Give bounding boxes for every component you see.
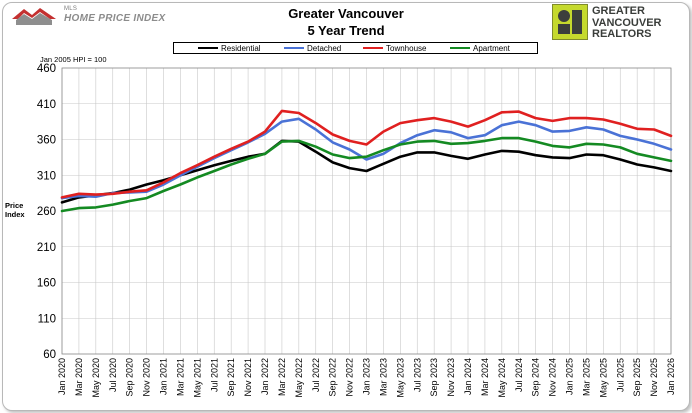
x-tick-label: Jan 2024: [463, 358, 473, 395]
x-tick-label: Jul 2022: [311, 358, 321, 392]
gvr-line1: GREATER: [592, 5, 645, 17]
legend-item-apartment: Apartment: [450, 43, 510, 53]
legend-label-apartment: Apartment: [473, 43, 510, 53]
gvr-logo: GREATER VANCOUVER REALTORS: [552, 4, 684, 40]
base-note: Jan 2005 HPI = 100: [40, 55, 107, 64]
x-tick-label: May 2023: [395, 358, 405, 398]
series-line-residential: [60, 139, 673, 204]
legend-item-detached: Detached: [284, 43, 341, 53]
y-tick-label: 210: [37, 242, 56, 254]
x-tick-label: Jan 2025: [565, 358, 575, 395]
y-axis-label: Price Index: [5, 201, 25, 219]
legend-swatch-detached: [284, 46, 304, 50]
legend-swatch-townhouse: [363, 46, 383, 50]
chart-legend: Residential Detached Townhouse Apartment: [173, 42, 538, 54]
x-tick-label: Sep 2021: [226, 358, 236, 397]
y-tick-label: 460: [37, 63, 56, 75]
chart-title-line2: 5 Year Trend: [307, 23, 385, 38]
x-tick-label: Jul 2023: [412, 358, 422, 392]
x-tick-label: Jan 2023: [362, 358, 372, 395]
logo-title-text: HOME PRICE INDEX: [64, 13, 166, 24]
gvr-logo-mark-icon: [552, 4, 588, 40]
y-tick-label: 160: [37, 278, 56, 290]
y-tick-label: 310: [37, 170, 56, 182]
x-tick-label: Mar 2021: [175, 358, 185, 396]
x-tick-label: Nov 2023: [446, 358, 456, 397]
x-tick-label: Jul 2025: [615, 358, 625, 392]
legend-item-residential: Residential: [198, 43, 261, 53]
x-tick-label: Sep 2024: [531, 358, 541, 397]
legend-swatch-apartment: [450, 46, 470, 50]
series-line-apartment: [60, 136, 673, 213]
x-tick-label: Jul 2021: [209, 358, 219, 392]
gvr-line2: VANCOUVER: [592, 16, 662, 29]
legend-swatch-residential: [198, 46, 218, 50]
legend-label-residential: Residential: [221, 43, 261, 53]
mls-hpi-logo: MLS HOME PRICE INDEX: [10, 5, 165, 27]
x-tick-label: Nov 2022: [345, 358, 355, 397]
x-tick-label: Nov 2024: [548, 358, 558, 397]
x-tick-label: Sep 2023: [429, 358, 439, 397]
chart-title: Greater Vancouver 5 Year Trend: [246, 5, 446, 39]
y-tick-label: 110: [38, 313, 56, 325]
house-icon: [12, 8, 56, 25]
x-tick-label: Sep 2025: [632, 358, 642, 397]
x-tick-label: Jan 2020: [57, 358, 67, 395]
x-tick-label: Mar 2020: [74, 358, 84, 396]
x-tick-label: May 2020: [91, 358, 101, 398]
x-tick-label: Jul 2020: [108, 358, 118, 392]
x-tick-label: Jan 2021: [159, 358, 169, 395]
x-tick-label: Nov 2020: [142, 358, 152, 397]
x-tick-label: May 2024: [497, 358, 507, 398]
x-tick-label: Jan 2022: [260, 358, 270, 395]
y-tick-label: 260: [37, 206, 56, 218]
series-line-detached: [60, 117, 673, 200]
y-tick-label: 60: [43, 349, 56, 361]
x-tick-label: Mar 2025: [581, 358, 591, 396]
x-tick-label: May 2025: [598, 358, 608, 398]
x-tick-label: Nov 2025: [649, 358, 659, 397]
y-tick-label: 410: [37, 99, 56, 111]
gvr-logo-text: GREATER VANCOUVER REALTORS: [592, 5, 662, 41]
gvr-mark-shape: [558, 10, 582, 34]
legend-label-detached: Detached: [307, 43, 342, 53]
y-tick-label: 360: [37, 135, 56, 147]
x-tick-label: Nov 2021: [243, 358, 253, 397]
legend-item-townhouse: Townhouse: [363, 43, 426, 53]
x-tick-label: May 2021: [192, 358, 202, 398]
chart-title-line1: Greater Vancouver: [288, 6, 404, 21]
x-tick-label: Sep 2020: [125, 358, 135, 397]
x-tick-label: Sep 2022: [328, 358, 338, 397]
x-tick-label: Mar 2022: [277, 358, 287, 396]
series-line-townhouse: [60, 109, 673, 199]
x-tick-label: May 2022: [294, 358, 304, 398]
x-tick-label: Jul 2024: [514, 358, 524, 392]
x-tick-label: Jan 2026: [666, 358, 676, 395]
legend-label-townhouse: Townhouse: [386, 43, 427, 53]
gvr-line3: REALTORS: [592, 28, 652, 40]
logo-small-text: MLS: [64, 6, 78, 12]
x-tick-label: Mar 2024: [480, 358, 490, 396]
x-tick-label: Mar 2023: [378, 358, 388, 396]
